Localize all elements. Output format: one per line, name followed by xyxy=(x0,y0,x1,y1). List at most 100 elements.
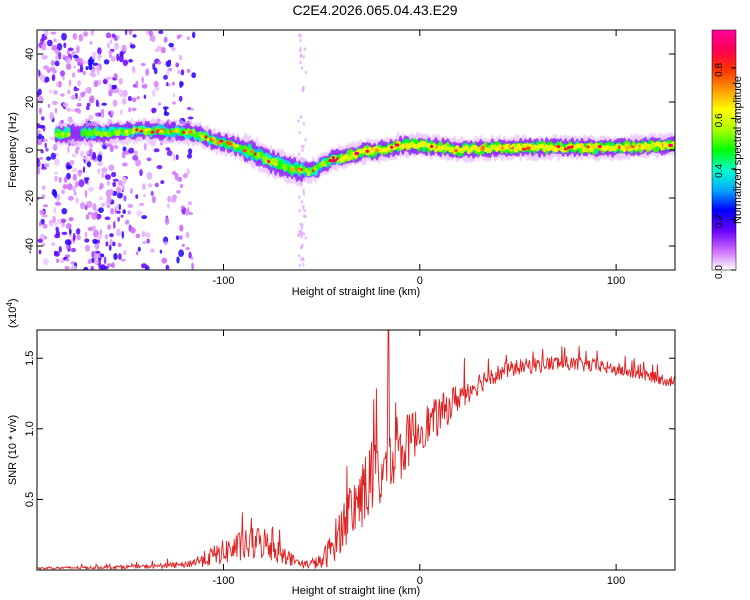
noise-speckle xyxy=(43,163,50,168)
snr-axes: -100 0 100 0.5 1.0 1.5 xyxy=(24,330,675,587)
noise-speckle xyxy=(106,143,112,147)
ridge-hotspot xyxy=(211,137,217,141)
noise-speckle xyxy=(177,176,183,183)
noise-speckle xyxy=(131,107,137,112)
noise-speckle xyxy=(161,46,166,54)
noise-speckle xyxy=(113,253,118,260)
noise-speckle xyxy=(99,182,104,189)
noise-speckle xyxy=(171,198,177,203)
ridge-hotspot xyxy=(147,127,152,131)
ridge-hotspot xyxy=(365,149,370,153)
noise-speckle xyxy=(132,34,137,38)
noise-speckle xyxy=(75,181,79,188)
noise-speckle xyxy=(300,245,304,249)
noise-speckle xyxy=(105,241,109,247)
ridge-hotspot xyxy=(390,145,394,149)
noise-speckle xyxy=(38,70,41,77)
noise-speckle xyxy=(110,55,116,62)
ridge-hotspot xyxy=(646,143,652,148)
noise-speckle xyxy=(132,154,139,161)
noise-speckle xyxy=(107,196,112,204)
noise-speckle xyxy=(125,219,130,225)
noise-speckle xyxy=(113,220,116,229)
noise-speckle xyxy=(67,47,74,52)
noise-speckle xyxy=(108,111,111,116)
ridge-cell xyxy=(348,154,354,160)
noise-speckle xyxy=(137,246,141,252)
noise-speckle xyxy=(192,31,196,39)
noise-speckle xyxy=(68,217,74,222)
noise-speckle xyxy=(141,263,147,269)
y-tick-label: 40 xyxy=(24,48,36,60)
noise-speckle xyxy=(77,108,82,114)
noise-speckle xyxy=(61,231,68,235)
noise-speckle xyxy=(143,142,147,151)
noise-speckle xyxy=(42,185,46,190)
ridge-hotspot xyxy=(430,144,434,148)
noise-speckle xyxy=(172,93,176,98)
noise-speckle xyxy=(136,210,142,216)
noise-speckle xyxy=(299,46,302,51)
noise-speckle xyxy=(302,54,305,59)
noise-speckle xyxy=(94,242,100,250)
noise-speckle xyxy=(41,214,48,218)
noise-speckle xyxy=(117,192,123,199)
colorbar-tick-label: 0.2 xyxy=(714,214,725,228)
noise-speckle xyxy=(69,159,75,166)
noise-speckle xyxy=(67,183,73,191)
noise-speckle xyxy=(142,183,146,191)
noise-speckle xyxy=(297,119,300,123)
noise-speckle xyxy=(153,148,160,153)
noise-speckle xyxy=(62,54,66,58)
ridge-cell xyxy=(191,128,196,134)
noise-speckle xyxy=(68,79,72,87)
noise-speckle xyxy=(97,47,102,55)
noise-speckle xyxy=(54,107,58,114)
noise-speckle xyxy=(97,161,103,167)
y-tick-label: -20 xyxy=(24,190,36,206)
noise-speckle xyxy=(298,195,301,199)
noise-speckle xyxy=(161,257,168,264)
noise-speckle xyxy=(61,32,67,41)
noise-speckle xyxy=(102,79,108,85)
noise-speckle xyxy=(128,107,132,113)
noise-speckle xyxy=(105,32,112,39)
noise-speckle xyxy=(51,45,58,51)
noise-speckle xyxy=(39,73,44,81)
noise-speckle xyxy=(44,30,49,37)
noise-speckle xyxy=(77,68,81,73)
noise-speckle xyxy=(166,150,173,157)
noise-speckle xyxy=(88,186,94,192)
ridge-cell xyxy=(579,143,585,149)
noise-speckle xyxy=(302,232,306,236)
noise-speckle xyxy=(135,80,139,89)
noise-speckle xyxy=(52,215,56,224)
ridge-hotspot xyxy=(557,144,561,149)
noise-speckle xyxy=(37,91,40,98)
noise-speckle xyxy=(176,256,180,264)
colorbar-tick-label: 0.0 xyxy=(714,265,725,279)
noise-speckle xyxy=(106,180,111,186)
noise-speckle xyxy=(143,94,147,99)
noise-speckle xyxy=(37,137,43,146)
noise-speckle xyxy=(85,66,89,71)
noise-speckle xyxy=(128,147,135,154)
noise-speckle xyxy=(121,230,125,239)
y-tick-label: -40 xyxy=(24,238,36,254)
snr-series-line xyxy=(37,330,675,570)
ridge-hotspot xyxy=(150,130,155,134)
noise-speckle xyxy=(114,42,119,51)
noise-speckle xyxy=(80,150,85,158)
ridge-cell xyxy=(66,131,71,137)
ridge-hotspot xyxy=(381,148,386,152)
noise-speckle xyxy=(188,148,193,155)
noise-speckle xyxy=(43,204,48,208)
noise-speckle xyxy=(49,66,56,72)
noise-speckle xyxy=(112,241,116,247)
noise-speckle xyxy=(49,136,54,141)
noise-speckle xyxy=(56,193,61,202)
noise-speckle xyxy=(41,236,46,241)
noise-speckle xyxy=(185,231,190,239)
colorbar: 0.0 0.2 0.4 0.6 0.8 Normalized spectral ampl… xyxy=(711,29,744,279)
noise-speckle xyxy=(164,107,167,115)
